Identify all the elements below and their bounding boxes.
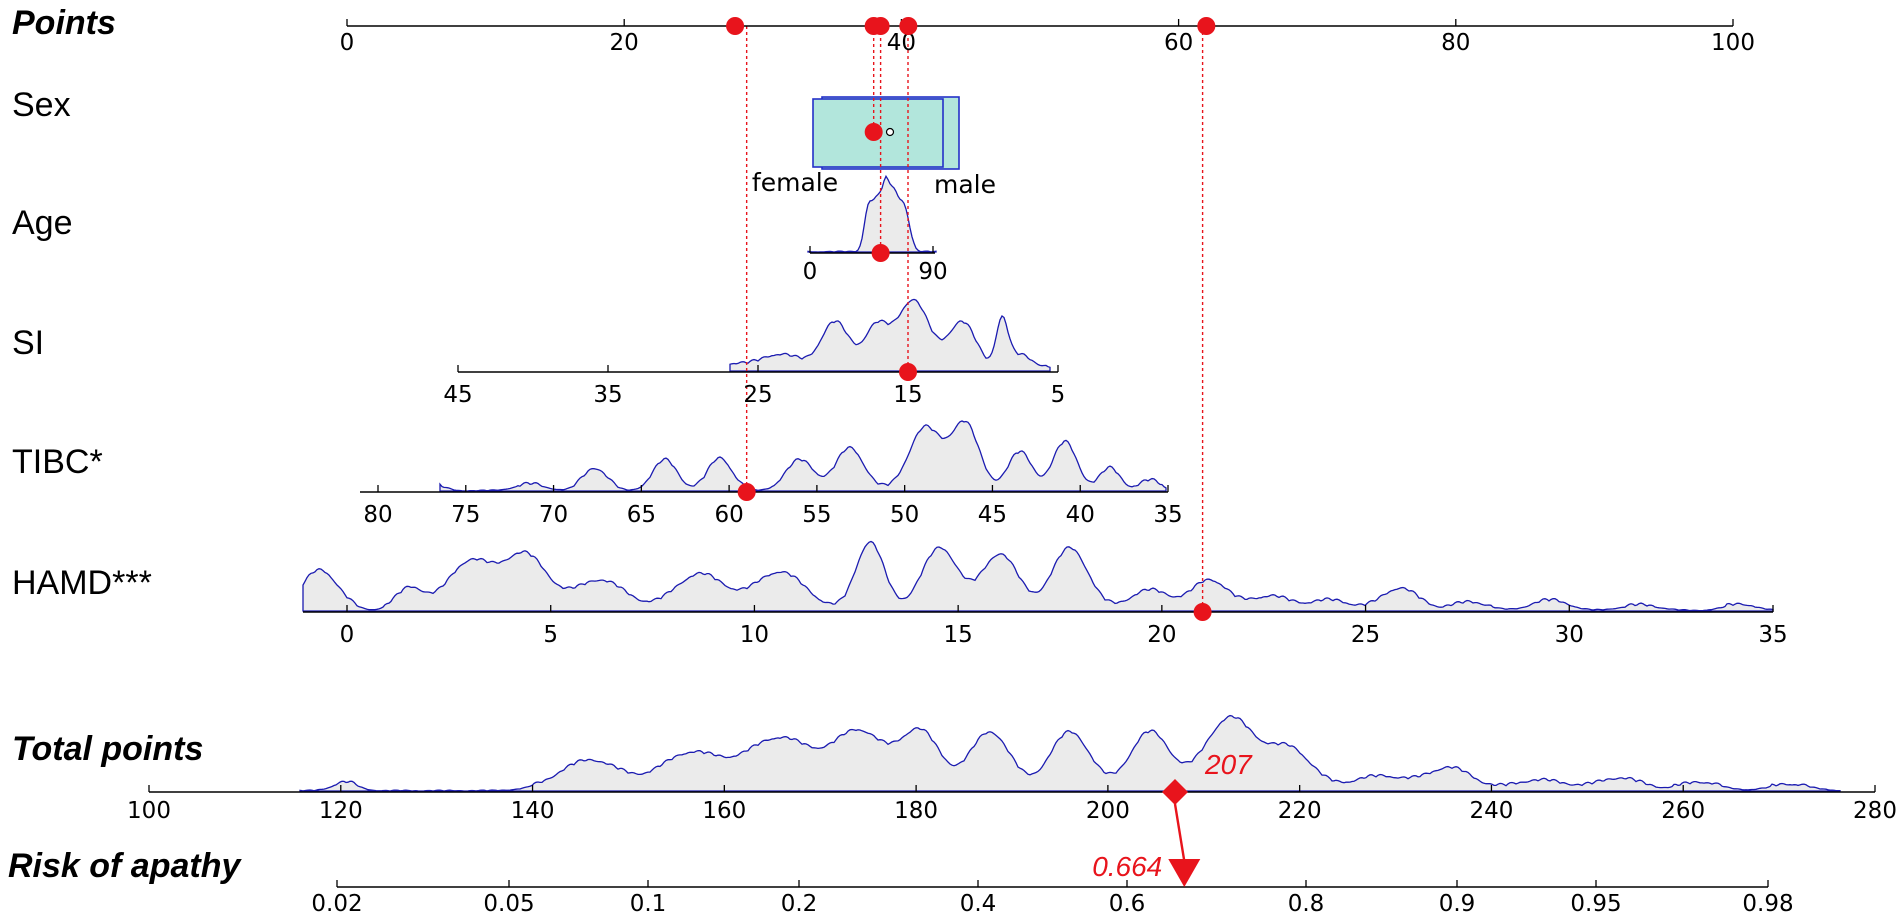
sex-marker — [864, 123, 883, 141]
tick-label-tibc: 65 — [627, 502, 656, 528]
si-marker — [899, 363, 917, 381]
density-tibc — [439, 420, 1167, 492]
risk-value: 0.664 — [1092, 851, 1162, 882]
hamd-marker — [1193, 603, 1212, 621]
tick-label-total: 160 — [702, 798, 746, 824]
tick-label-tibc: 50 — [890, 502, 919, 528]
tick-label-points: 80 — [1441, 30, 1470, 56]
tick-label-tibc: 55 — [802, 502, 831, 528]
row-label-sex: Sex — [12, 86, 71, 124]
tick-label-hamd: 10 — [740, 622, 769, 648]
guide-lines — [745, 26, 1204, 612]
sex-category-male: male — [934, 170, 996, 199]
tick-label-points: 20 — [610, 30, 639, 56]
row-labels: Points Sex Age SI TIBC* HAMD*** Total points Ri… — [8, 4, 242, 885]
risk-arrow-stem — [1173, 803, 1186, 862]
tick-label-hamd: 25 — [1351, 622, 1380, 648]
row-label-total: Total points — [12, 730, 203, 768]
points-marker — [899, 17, 918, 35]
tick-label-points: 60 — [1164, 30, 1193, 56]
sex-category-female: female — [752, 168, 838, 197]
tick-label-risk: 0.6 — [1109, 891, 1146, 917]
row-label-si: SI — [12, 324, 44, 362]
tick-label-points: 0 — [340, 30, 355, 56]
tick-label-age: 90 — [918, 259, 947, 285]
density-curves — [299, 96, 1841, 792]
density-si — [729, 298, 1051, 372]
row-label-risk: Risk of apathy — [8, 847, 242, 885]
row-label-age: Age — [12, 204, 73, 242]
age-marker — [871, 244, 890, 262]
total-points-marker — [1162, 779, 1189, 805]
density-total — [299, 714, 1841, 792]
row-label-points: Points — [12, 4, 116, 42]
tick-label-tibc: 60 — [714, 502, 743, 528]
row-label-hamd: HAMD*** — [12, 564, 152, 602]
tick-label-total: 260 — [1661, 798, 1705, 824]
tick-label-points: 100 — [1711, 30, 1755, 56]
tick-label-risk: 0.1 — [630, 891, 667, 917]
tick-label-si: 15 — [893, 382, 922, 408]
row-label-tibc: TIBC* — [12, 443, 103, 481]
tick-label-total: 140 — [511, 798, 555, 824]
tick-label-risk: 0.8 — [1288, 891, 1325, 917]
tick-label-hamd: 0 — [340, 622, 355, 648]
tick-label-hamd: 30 — [1555, 622, 1584, 648]
sex-box-female — [812, 98, 944, 168]
risk-marker — [1168, 859, 1201, 887]
total-points-value: 207 — [1204, 749, 1253, 780]
tick-label-total: 100 — [127, 798, 171, 824]
tick-label-si: 45 — [443, 382, 472, 408]
density-age — [807, 174, 937, 253]
tick-label-tibc: 40 — [1066, 502, 1095, 528]
tick-label-risk: 0.05 — [483, 891, 534, 917]
tick-label-si: 35 — [593, 382, 622, 408]
points-marker — [726, 17, 745, 35]
tick-label-tibc: 70 — [539, 502, 568, 528]
tick-label-hamd: 35 — [1758, 622, 1787, 648]
tick-label-risk: 0.9 — [1439, 891, 1476, 917]
tick-label-hamd: 20 — [1147, 622, 1176, 648]
tick-label-tibc: 35 — [1153, 502, 1182, 528]
axes — [148, 19, 1876, 888]
points-marker — [871, 17, 890, 35]
tick-label-hamd: 5 — [543, 622, 558, 648]
tick-label-tibc: 45 — [978, 502, 1007, 528]
tick-label-risk: 0.4 — [960, 891, 997, 917]
tick-label-si: 25 — [743, 382, 772, 408]
tibc-marker — [737, 483, 756, 501]
tick-label-tibc: 80 — [363, 502, 392, 528]
tick-label-risk: 0.95 — [1570, 891, 1621, 917]
tick-label-risk: 0.98 — [1742, 891, 1793, 917]
sex-median-dot — [885, 127, 895, 137]
density-hamd — [302, 540, 1774, 612]
tick-label-age: 0 — [803, 259, 818, 285]
markers: 207 0.664 — [726, 17, 1253, 887]
tick-label-total: 180 — [894, 798, 938, 824]
points-marker — [1197, 17, 1216, 35]
tick-label-risk: 0.02 — [311, 891, 362, 917]
tick-label-risk: 0.2 — [781, 891, 818, 917]
tick-label-tibc: 75 — [451, 502, 480, 528]
tick-label-total: 240 — [1469, 798, 1513, 824]
tick-label-total: 200 — [1086, 798, 1130, 824]
tick-label-si: 5 — [1051, 382, 1066, 408]
tick-label-hamd: 15 — [944, 622, 973, 648]
tick-label-total: 120 — [319, 798, 363, 824]
tick-label-total: 220 — [1278, 798, 1322, 824]
tick-label-total: 280 — [1853, 798, 1897, 824]
